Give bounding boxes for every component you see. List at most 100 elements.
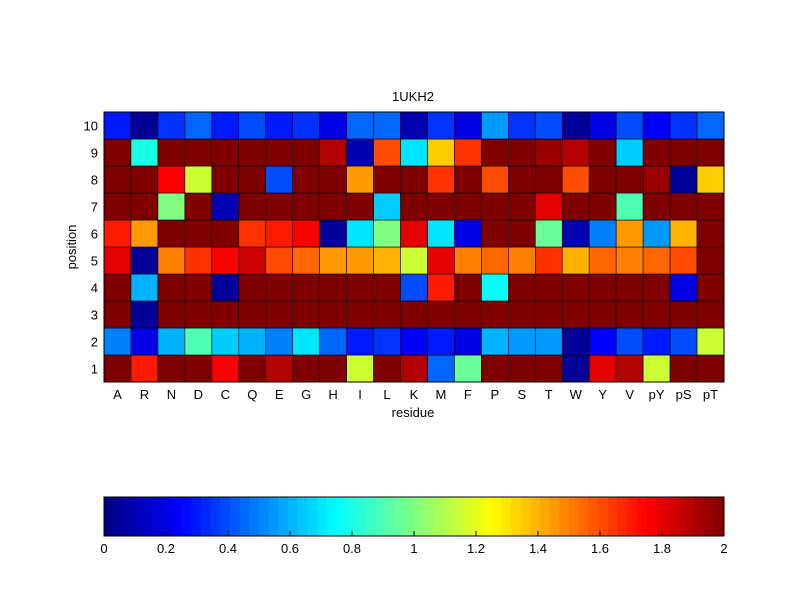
heatmap-cell: [130, 246, 159, 275]
x-tick-label: V: [625, 387, 634, 402]
colorbar-step: [113, 497, 124, 536]
heatmap-cell: [319, 219, 347, 248]
heatmap-cell: [211, 111, 240, 140]
colorbar: [104, 497, 725, 536]
heatmap-cell: [588, 273, 617, 302]
heatmap-cell: [615, 327, 644, 356]
colorbar-step: [627, 497, 638, 536]
colorbar-step: [278, 497, 289, 536]
y-tick-label: 2: [91, 335, 98, 350]
heatmap-cell: [184, 300, 213, 329]
heatmap-cell: [292, 111, 320, 140]
plot-frame: [103, 111, 725, 383]
colorbar-step: [607, 497, 618, 536]
heatmap-cell: [103, 300, 132, 329]
heatmap-cell: [642, 273, 671, 302]
colorbar-tick-label: 2: [720, 541, 727, 556]
colorbar-tick-label: 1.8: [653, 541, 671, 556]
y-tick-label: 10: [84, 119, 98, 134]
colorbar-step: [375, 497, 386, 536]
heatmap-cell: [346, 165, 374, 194]
y-tick-label: 7: [91, 200, 98, 215]
colorbar-step: [636, 497, 647, 536]
heatmap-cell: [642, 192, 671, 221]
colorbar-step: [559, 497, 570, 536]
heatmap-cell: [238, 354, 267, 383]
heatmap-cell: [211, 138, 240, 167]
heatmap-cell: [373, 300, 401, 329]
heatmap-cell: [615, 192, 644, 221]
colorbar-step: [549, 497, 560, 536]
heatmap-cell: [588, 300, 617, 329]
colorbar-step: [714, 497, 725, 536]
colorbar-step: [200, 497, 211, 536]
heatmap-cell: [184, 138, 213, 167]
heatmap-cell: [508, 354, 536, 383]
heatmap-cell: [130, 192, 159, 221]
colorbar-step: [462, 497, 473, 536]
y-tick-label: 9: [91, 146, 98, 161]
heatmap-cell: [211, 219, 240, 248]
colorbar-step: [404, 497, 415, 536]
heatmap-cell: [292, 219, 320, 248]
heatmap-cell: [346, 354, 374, 383]
heatmap-cell: [481, 138, 509, 167]
heatmap-cell: [319, 192, 347, 221]
heatmap-cell: [427, 111, 455, 140]
heatmap-cell: [481, 165, 509, 194]
x-tick-label: G: [301, 387, 311, 402]
colorbar-step: [162, 497, 173, 536]
colorbar-step: [365, 497, 376, 536]
colorbar-step: [355, 497, 366, 536]
colorbar-step: [452, 497, 463, 536]
colorbar-step: [472, 497, 483, 536]
heatmap-cell: [292, 300, 320, 329]
heatmap-cell: [184, 219, 213, 248]
heatmap-cell: [130, 300, 159, 329]
heatmap-cell: [319, 111, 347, 140]
heatmap-cell: [157, 246, 186, 275]
heatmap-cell: [103, 138, 132, 167]
heatmap-cell: [103, 165, 132, 194]
heatmap-cell: [588, 354, 617, 383]
heatmap-cell: [508, 273, 536, 302]
heatmap-cell: [157, 273, 186, 302]
heatmap-cell: [561, 138, 590, 167]
x-tick-label: N: [167, 387, 176, 402]
x-tick-label: L: [383, 387, 390, 402]
x-tick-label: R: [140, 387, 149, 402]
heatmap-cell: [588, 246, 617, 275]
y-tick-label: 5: [91, 254, 98, 269]
heatmap-cell: [292, 327, 320, 356]
heatmap-cell: [184, 327, 213, 356]
colorbar-step: [210, 497, 221, 536]
heatmap-cell: [534, 246, 563, 275]
x-tick-label: M: [436, 387, 447, 402]
heatmap-cell: [265, 246, 293, 275]
colorbar-step: [569, 497, 580, 536]
heatmap-cell: [292, 273, 320, 302]
colorbar-tick-label: 1.4: [529, 541, 547, 556]
colorbar-step: [588, 497, 599, 536]
heatmap-cell: [238, 165, 267, 194]
heatmap-cell: [400, 111, 428, 140]
heatmap-cell: [642, 354, 671, 383]
colorbar-step: [152, 497, 163, 536]
colorbar-ticks: 0 0.2 0.4 0.6 0.8 1 1.2 1.4 1.6 1.8 2: [100, 531, 728, 556]
heatmap-cell: [561, 273, 590, 302]
heatmap-cell: [238, 300, 267, 329]
heatmap-cell: [346, 246, 374, 275]
heatmap-cell: [319, 327, 347, 356]
heatmap-cell: [157, 192, 186, 221]
heatmap-cell: [400, 273, 428, 302]
colorbar-step: [384, 497, 396, 536]
heatmap-cell: [211, 273, 240, 302]
heatmap-cell: [103, 354, 132, 383]
y-tick-label: 4: [91, 281, 98, 296]
heatmap-cell: [292, 246, 320, 275]
x-tick-label: D: [194, 387, 203, 402]
heatmap-cell: [454, 111, 482, 140]
heatmap-cell: [642, 219, 671, 248]
heatmap-cell: [184, 192, 213, 221]
